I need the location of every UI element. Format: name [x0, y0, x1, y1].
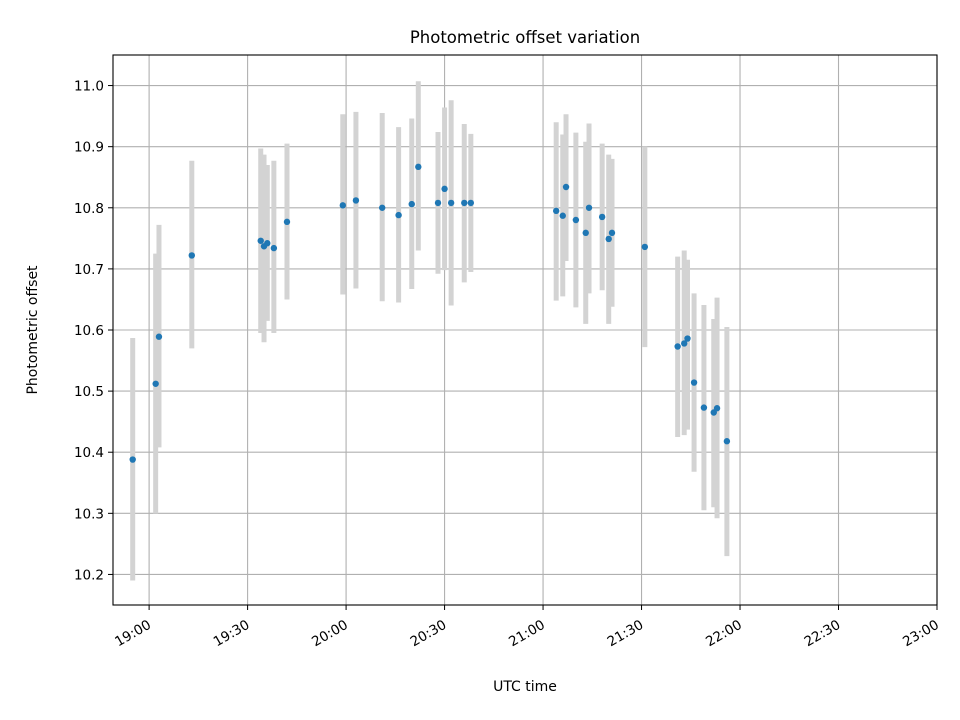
y-tick-label: 10.8	[74, 201, 104, 217]
data-point	[585, 204, 593, 211]
data-point	[339, 202, 347, 209]
data-point	[713, 405, 721, 412]
data-point	[441, 185, 448, 193]
data-point	[723, 438, 731, 445]
data-point	[608, 229, 616, 237]
y-tick-label: 10.5	[74, 384, 104, 400]
data-point	[467, 199, 475, 207]
data-point	[129, 456, 136, 463]
data-point	[598, 213, 606, 221]
data-point	[264, 240, 271, 247]
y-tick-label: 11.0	[74, 79, 104, 95]
data-point	[257, 237, 264, 244]
data-point	[559, 212, 566, 219]
data-point	[378, 204, 386, 211]
y-tick-label: 10.3	[74, 506, 104, 522]
y-tick-label: 10.7	[74, 262, 104, 278]
data-point	[605, 235, 612, 243]
data-point	[415, 163, 422, 171]
data-point	[283, 218, 291, 226]
data-point	[155, 333, 163, 340]
y-axis-title: Photometric offset	[25, 265, 41, 395]
data-point	[572, 216, 580, 224]
chart-title: Photometric offset variation	[410, 28, 640, 47]
data-point	[395, 211, 402, 219]
y-tick-label: 10.6	[74, 323, 104, 339]
data-point	[408, 200, 415, 208]
data-point	[447, 199, 455, 207]
y-tick-label: 10.4	[74, 445, 104, 461]
data-point	[674, 343, 681, 350]
data-point	[461, 199, 468, 207]
y-axis: 10.2 10.3 10.4 10.5 10.6 10.7 10.8 10.9 11.0	[74, 79, 113, 583]
data-point	[641, 243, 649, 251]
data-point	[562, 183, 570, 191]
grid	[113, 55, 938, 605]
x-axis-title: UTC time	[493, 679, 557, 695]
data-point	[690, 379, 698, 386]
data-point	[582, 229, 589, 237]
y-tick-label: 10.9	[74, 140, 104, 156]
y-tick-label: 10.2	[74, 567, 104, 583]
data-point	[352, 197, 360, 204]
data-point	[681, 340, 688, 347]
data-point	[188, 252, 195, 259]
data-points	[129, 163, 731, 463]
data-point	[684, 335, 691, 342]
data-point	[700, 404, 708, 411]
data-point	[552, 207, 560, 215]
data-point	[270, 244, 278, 252]
data-point	[434, 199, 442, 207]
data-point	[152, 380, 159, 387]
